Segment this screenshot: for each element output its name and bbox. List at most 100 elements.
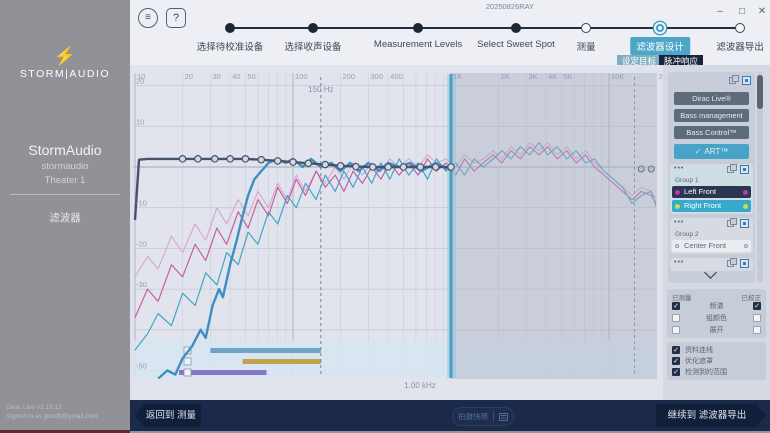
measured-checkbox[interactable] (672, 326, 680, 334)
module-button-art[interactable]: ✓ ART™ (674, 144, 749, 159)
target-handle[interactable] (257, 155, 266, 164)
target-handle[interactable] (431, 163, 440, 171)
channel-label: Center Front (684, 241, 727, 250)
channel-label: Left Front (684, 187, 717, 196)
duplicate-icon[interactable] (727, 218, 737, 227)
channel-card: Dirac Live® Bass management Bass Control™ ✓… (668, 72, 755, 283)
target-handle[interactable] (352, 162, 360, 171)
check-icon: ✓ (694, 147, 702, 156)
brand-logo: STORM|AUDIO (19, 68, 111, 80)
target-handle[interactable] (226, 155, 234, 163)
duplicate-icon[interactable] (727, 258, 737, 267)
target-handle[interactable] (447, 163, 455, 171)
module-button-bass-management[interactable]: Bass management (674, 109, 749, 122)
range-bar-checkbox[interactable] (183, 357, 192, 366)
range-bar-group-high[interactable] (210, 348, 321, 353)
module-button-bass-control-[interactable]: Bass Control™ (674, 126, 749, 139)
target-handle[interactable] (416, 163, 425, 171)
range-bar-checkbox[interactable] (183, 368, 192, 377)
target-handle[interactable] (178, 155, 187, 163)
dock-panel-icon[interactable] (742, 76, 751, 85)
corrected-checkbox[interactable]: ✓ (753, 302, 761, 310)
legend-row-组颜色: 组颜色 (667, 314, 766, 325)
step-dot (511, 23, 521, 33)
measured-checkbox[interactable] (672, 314, 680, 322)
target-handle[interactable] (211, 155, 219, 163)
target-handle[interactable] (289, 158, 297, 166)
target-handle[interactable] (194, 155, 202, 163)
dock-panel-icon[interactable] (740, 259, 749, 268)
dock-panel-icon[interactable] (740, 219, 749, 228)
minimize-icon[interactable]: – (717, 6, 723, 17)
channel-label: Right Front (684, 201, 722, 210)
overflow-menu-icon[interactable]: ••• (674, 259, 685, 266)
product-name: StormAudio (28, 142, 102, 158)
overflow-menu-icon[interactable]: ••• (674, 165, 685, 172)
corrected-column-header: 已校正 (741, 295, 762, 302)
bottom-bar: 返回到 测量 拍摄快照 继续到 滤波器导出 (130, 400, 770, 431)
module-button-dirac-live-[interactable]: Dirac Live® (674, 92, 749, 105)
target-handle[interactable] (336, 161, 345, 170)
continue-to-export-button[interactable]: 继续到 滤波器导出 (656, 404, 766, 427)
duplicate-icon[interactable] (729, 75, 739, 84)
step-dot (413, 23, 423, 33)
x-tick-label: 2K (501, 72, 510, 81)
channel-color-dot (743, 189, 748, 195)
target-handle[interactable] (241, 155, 250, 163)
range-bar-group-low[interactable] (179, 370, 267, 375)
option-checkbox[interactable]: ✓ (672, 357, 680, 365)
y-tick-label: -50 (136, 362, 147, 371)
dock-panel-icon[interactable] (740, 165, 749, 174)
measured-corrected-panel: 已测量 已校正 频谱 ✓ ✓ 组颜色 展开 (667, 289, 766, 338)
snapshot-icon (499, 412, 508, 421)
target-handle[interactable] (637, 165, 645, 173)
group-card-1: ••• Group 1 Left Front Right Front (670, 164, 753, 214)
signed-in-status: Signed in as goodfl@gmail.com (6, 413, 98, 420)
tab-set-target[interactable]: 设定目标 (617, 55, 662, 68)
range-bar-group-mid[interactable] (242, 359, 321, 364)
y-tick-label: -20 (136, 239, 147, 248)
curtain-region[interactable] (451, 73, 657, 379)
target-handle[interactable] (321, 160, 330, 169)
target-handle[interactable] (369, 163, 377, 171)
account-name: stormaudio (41, 161, 89, 172)
corrected-checkbox[interactable] (753, 326, 761, 334)
sidebar-item-filters[interactable]: 滤波器 (49, 212, 81, 224)
group-card-2: ••• Group 2 Center Front (670, 218, 753, 254)
back-to-measure-button[interactable]: 返回到 测量 (135, 404, 201, 427)
marker-1khz-label: 1.00 kHz (404, 381, 436, 390)
help-icon[interactable]: ? (166, 8, 186, 28)
measured-checkbox[interactable]: ✓ (672, 302, 680, 310)
x-tick-label: 10 (137, 72, 145, 81)
channel-row-right-front[interactable]: Right Front (672, 200, 751, 212)
target-handle[interactable] (399, 163, 408, 171)
target-curve[interactable] (133, 157, 451, 220)
tab-impulse-response[interactable]: 脉冲响应 (659, 55, 704, 68)
curve-pink-light-measured (134, 142, 656, 278)
y-tick-label: 20 (136, 77, 144, 86)
close-icon[interactable]: ✕ (757, 6, 767, 17)
option-checkbox[interactable]: ✓ (672, 368, 680, 376)
option-checkbox[interactable]: ✓ (672, 346, 680, 354)
scrollbar-track[interactable] (757, 72, 763, 283)
x-tick-label: 40 (232, 72, 240, 81)
target-handle[interactable] (384, 163, 392, 171)
channel-row-left-front[interactable]: Left Front (672, 186, 751, 198)
hamburger-menu-icon[interactable]: ≡ (138, 8, 158, 28)
target-handle[interactable] (273, 157, 282, 165)
maximize-icon[interactable]: □ (738, 6, 746, 17)
marker-150hz-label: 150 Hz (308, 85, 333, 94)
option-label: 检测到的范围 (685, 369, 727, 376)
snapshot-button[interactable]: 拍摄快照 (452, 407, 514, 426)
scrollbar-thumb[interactable] (757, 75, 763, 109)
duplicate-icon[interactable] (727, 164, 737, 173)
target-handle[interactable] (304, 159, 313, 168)
channel-row-center-front[interactable]: Center Front (672, 240, 751, 252)
overflow-menu-icon[interactable]: ••• (674, 219, 685, 226)
legend-row-展开: 展开 (667, 326, 766, 337)
legend-row-频谱: 频谱 ✓ ✓ (667, 302, 766, 313)
option-label: 优化遮罩 (685, 358, 713, 365)
target-handle[interactable] (647, 165, 655, 173)
group-name: Group 2 (675, 231, 699, 238)
corrected-checkbox[interactable] (753, 314, 761, 322)
